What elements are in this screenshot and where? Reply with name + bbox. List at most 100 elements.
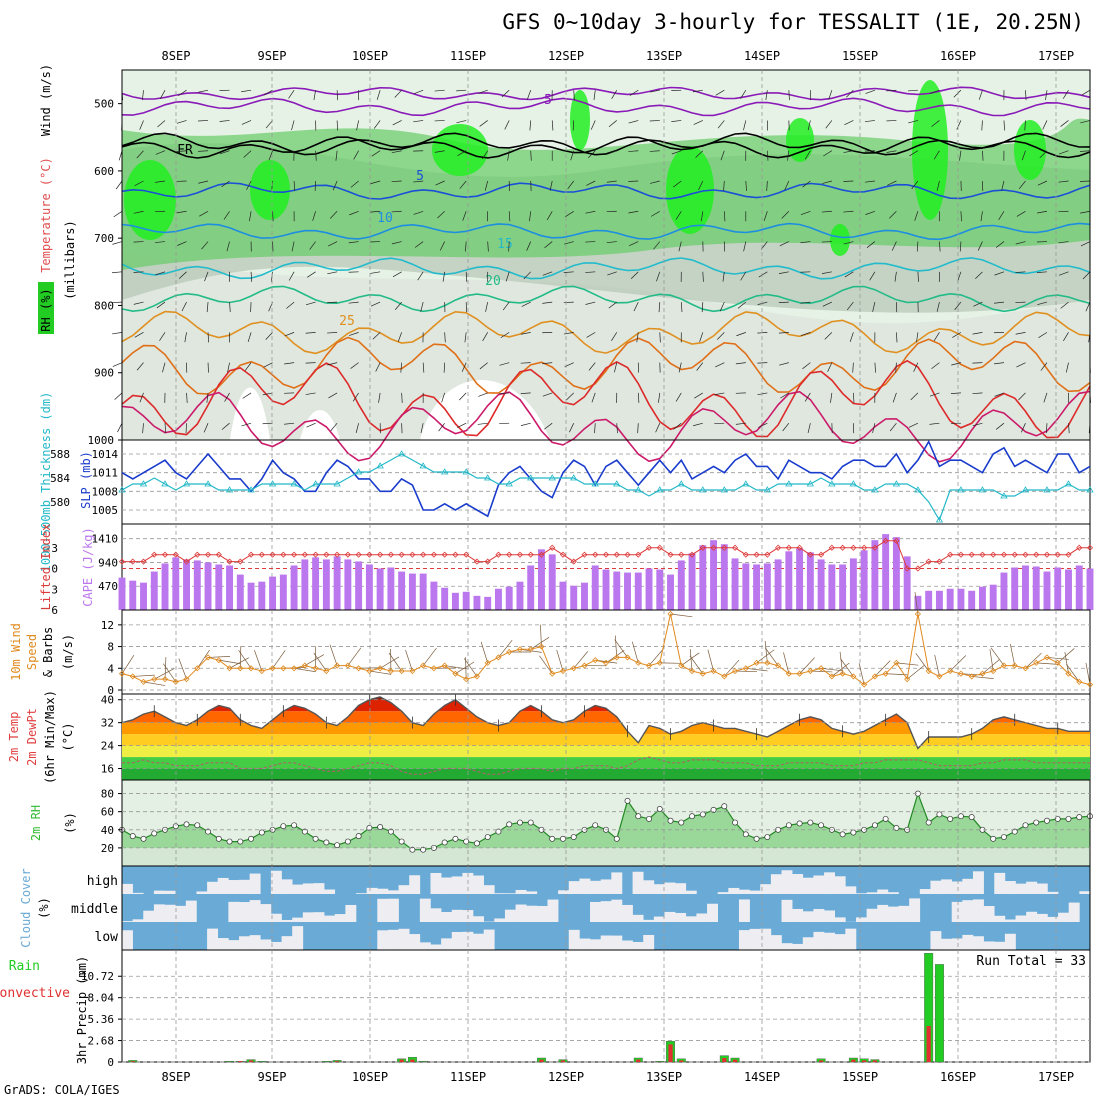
- date-label-top: 15SEP: [842, 49, 878, 63]
- wind-barb: [636, 332, 639, 343]
- wind-barb: [477, 422, 488, 425]
- wind-barb: [139, 392, 144, 403]
- wind-barb: [458, 392, 467, 401]
- contour-line: [121, 390, 1091, 463]
- wind-barb: [779, 362, 789, 366]
- wind-barb: [508, 211, 511, 222]
- cloud-cell: [728, 887, 740, 894]
- wind-barb: [355, 423, 359, 433]
- wind-barb: [413, 120, 424, 123]
- cloud-cell: [792, 874, 804, 894]
- wind-barb: [444, 332, 446, 343]
- wind-speed-point: [409, 667, 416, 675]
- wind-speed-point: [161, 676, 169, 683]
- cloud-cell: [451, 909, 463, 922]
- wind-speed-point: [441, 662, 448, 669]
- cape-bar: [860, 550, 868, 610]
- wind-barb: [1040, 362, 1048, 371]
- rh2m-point: [237, 838, 244, 845]
- wind-speed-point: [710, 667, 717, 675]
- wind-barb: [1045, 90, 1048, 101]
- thickness-point: [527, 474, 535, 481]
- wind-barb: [117, 423, 123, 433]
- wind-barb: [198, 120, 209, 122]
- wind-barb: [629, 241, 639, 247]
- precip-axis-label: 3hr Precip (mm): [75, 956, 89, 1064]
- wind-barb: [542, 301, 553, 304]
- wind-barb: [717, 332, 725, 340]
- cloud-cell: [866, 892, 878, 894]
- wind-barb: [614, 362, 618, 373]
- thickness-point: [397, 450, 406, 457]
- thickness-point: [462, 468, 470, 475]
- wind-speed-point: [355, 665, 362, 672]
- wind-barb: [698, 180, 704, 191]
- lifted-index-point: [516, 551, 524, 558]
- wind-barb: [894, 271, 897, 282]
- wind-barb: [1058, 241, 1069, 244]
- date-label-top: 12SEP: [548, 49, 584, 63]
- wind-speed-point: [258, 667, 265, 675]
- lifted-index-point: [366, 551, 373, 558]
- cloud-cell: [302, 912, 314, 922]
- cloud-cell: [941, 879, 953, 894]
- cloud-cell: [643, 880, 655, 894]
- wind-barb: [573, 90, 575, 101]
- wind-barb: [549, 180, 553, 191]
- cloud-cell: [313, 883, 325, 894]
- cloud-cell: [824, 872, 836, 894]
- wind-barb: [649, 180, 660, 184]
- wind-barb: [758, 271, 768, 278]
- cloud-cell: [515, 904, 527, 922]
- lifted-index-point: [732, 544, 739, 551]
- wind-barb: [484, 180, 489, 191]
- wind-barb: [629, 89, 639, 96]
- wind-speed-point: [323, 667, 330, 675]
- li-tick-label: 6: [51, 604, 58, 617]
- wind-barb: [844, 271, 854, 278]
- thickness-point: [1021, 486, 1030, 493]
- wind-barb: [563, 271, 574, 273]
- wind-barb: [702, 271, 704, 282]
- rh2m-point: [323, 839, 330, 846]
- rh2m-point: [1001, 834, 1007, 840]
- wind-barb: [656, 271, 661, 282]
- wind-barb-10m: [444, 665, 467, 670]
- wind-barb-10m: [556, 649, 564, 672]
- wind-barb: [864, 180, 875, 183]
- wind-speed-point: [581, 662, 588, 669]
- wind-barb-10m: [971, 676, 994, 679]
- date-label-bottom: 16SEP: [940, 1070, 976, 1084]
- cloud-cell: [132, 919, 144, 922]
- wind-barb: [242, 392, 252, 399]
- cloud-cell: [887, 892, 899, 894]
- lifted-index-point: [624, 551, 631, 558]
- wind-barb: [788, 90, 790, 101]
- wind-barb: [155, 150, 166, 155]
- wind-barb: [372, 332, 381, 340]
- wind-barb: [133, 301, 144, 305]
- wind-barb-10m: [764, 640, 768, 663]
- wind-barb-10m: [143, 681, 166, 686]
- wind-barb: [241, 120, 252, 125]
- cloud-row-label: low: [95, 930, 119, 945]
- contour-label: 15: [497, 237, 513, 252]
- cloud-cell: [345, 904, 357, 922]
- wind-barb: [1058, 271, 1069, 276]
- lifted-index-point: [280, 551, 287, 558]
- cape-bar: [817, 559, 825, 610]
- lifted-index-point: [871, 544, 878, 551]
- lifted-index-point: [161, 551, 169, 558]
- wind-barb: [542, 362, 553, 365]
- wind-barb-10m: [539, 655, 553, 674]
- wind-speed-point: [1033, 659, 1040, 666]
- wind-barb-10m: [914, 592, 919, 615]
- cloud-cell: [1026, 881, 1038, 894]
- rh2m-point: [753, 835, 760, 842]
- rh2m-point: [742, 831, 749, 838]
- lifted-index-point: [118, 558, 126, 565]
- cape-bar: [129, 580, 137, 610]
- wind-barb: [520, 422, 531, 426]
- wind-speed-point: [118, 670, 126, 677]
- lifted-index-point: [258, 551, 265, 558]
